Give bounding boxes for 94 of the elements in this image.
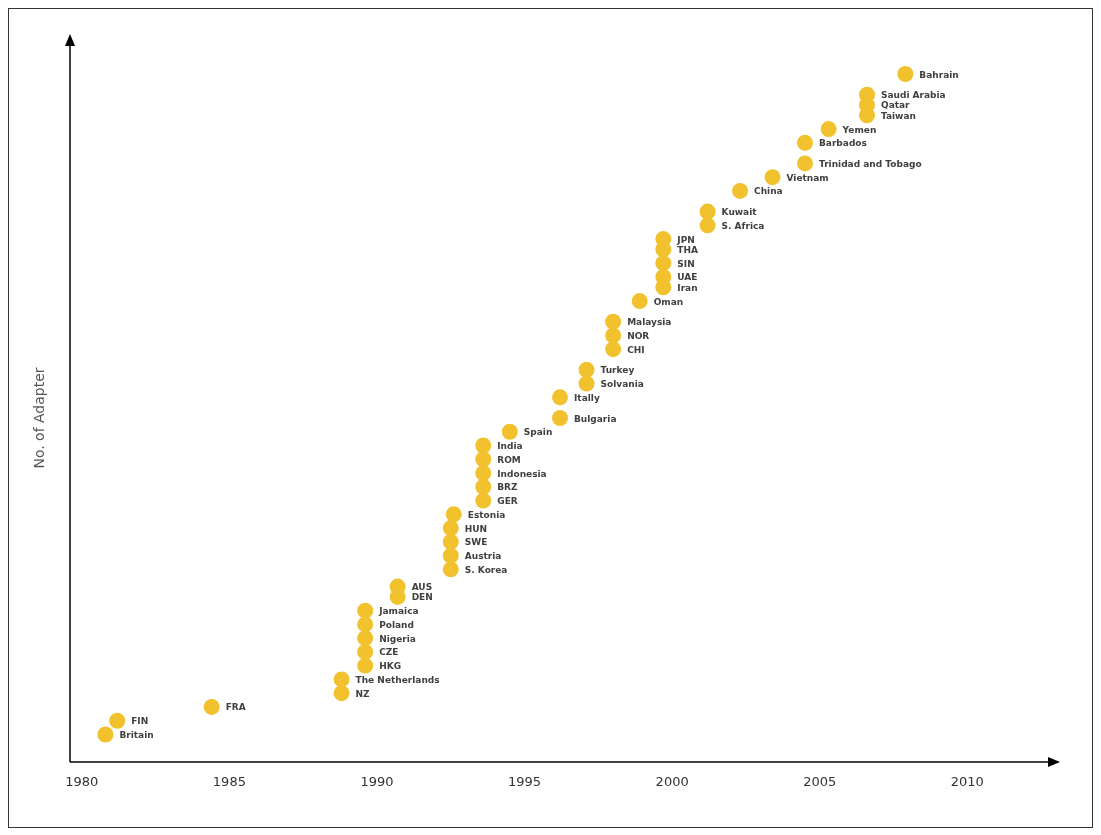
annotation: SWE bbox=[464, 537, 488, 548]
point bbox=[475, 478, 492, 495]
x-tick-label: 1990 bbox=[360, 774, 394, 789]
point bbox=[797, 134, 813, 151]
annotation: S. Korea bbox=[464, 564, 508, 575]
point bbox=[475, 437, 492, 454]
annotation: DEN bbox=[411, 592, 433, 603]
point bbox=[501, 423, 518, 440]
annotation: HUN bbox=[464, 523, 488, 534]
point bbox=[442, 561, 459, 578]
annotation: Solvania bbox=[600, 379, 644, 390]
annotation: AUS bbox=[411, 582, 433, 593]
point bbox=[475, 465, 492, 482]
point bbox=[732, 182, 749, 199]
point bbox=[797, 155, 813, 172]
annotation: Britain bbox=[119, 729, 154, 740]
annotation: Poland bbox=[379, 619, 414, 630]
point bbox=[605, 327, 622, 344]
annotation: Vietnam bbox=[786, 172, 829, 183]
point bbox=[655, 255, 672, 272]
annotation: Jamaica bbox=[378, 606, 419, 617]
annotation: FIN bbox=[131, 716, 149, 727]
point bbox=[552, 410, 568, 426]
point bbox=[333, 685, 350, 702]
point bbox=[475, 451, 492, 468]
point bbox=[357, 630, 374, 647]
point bbox=[897, 66, 914, 82]
annotation: Qatar bbox=[880, 100, 911, 111]
annotation: India bbox=[497, 441, 523, 452]
annotation: Iran bbox=[677, 282, 698, 293]
point bbox=[445, 506, 462, 523]
point bbox=[820, 121, 837, 138]
annotation: Nigeria bbox=[379, 633, 416, 644]
point bbox=[357, 643, 374, 660]
point bbox=[442, 520, 459, 537]
point bbox=[605, 313, 622, 330]
annotation: FRA bbox=[225, 702, 246, 713]
point bbox=[442, 533, 459, 550]
annotation: Trinidad and Tobago bbox=[819, 158, 922, 169]
annotation: JPN bbox=[676, 234, 695, 245]
annotation: Oman bbox=[653, 296, 684, 307]
annotation: S. Africa bbox=[721, 220, 765, 231]
annotation: Spain bbox=[523, 427, 553, 438]
annotation: HKG bbox=[379, 661, 402, 672]
annotation: GER bbox=[497, 496, 518, 507]
annotation: ROM bbox=[497, 454, 521, 465]
annotation: Malaysia bbox=[627, 317, 672, 328]
y-axis-title: No. of Adapter bbox=[31, 367, 47, 469]
annotation: The Netherlands bbox=[355, 674, 440, 685]
annotation: Taiwan bbox=[880, 110, 916, 121]
x-tick-label: 2000 bbox=[655, 774, 689, 789]
point bbox=[605, 341, 622, 358]
point bbox=[97, 726, 114, 743]
annotation: UAE bbox=[677, 272, 698, 283]
point bbox=[631, 293, 648, 310]
point bbox=[475, 492, 492, 509]
point bbox=[764, 169, 781, 186]
annotation: Indonesia bbox=[497, 468, 547, 479]
annotation: THA bbox=[677, 244, 698, 255]
point bbox=[203, 698, 220, 715]
annotation: NOR bbox=[627, 330, 650, 341]
annotation: Barbados bbox=[819, 138, 867, 149]
annotation: CHI bbox=[627, 344, 645, 355]
x-tick-label: 1995 bbox=[508, 774, 542, 789]
point bbox=[357, 602, 374, 619]
annotation: Kuwait bbox=[721, 207, 758, 218]
annotation: China bbox=[754, 186, 783, 197]
x-tick-label: 1985 bbox=[212, 774, 246, 789]
point bbox=[655, 268, 672, 285]
x-tick-label: 2005 bbox=[803, 774, 837, 789]
point bbox=[357, 616, 374, 633]
point bbox=[699, 217, 716, 234]
point bbox=[109, 712, 126, 729]
annotation: Bulgaria bbox=[574, 413, 617, 424]
annotation: BRZ bbox=[497, 482, 519, 493]
x-tick-label: 1980 bbox=[65, 774, 99, 789]
point bbox=[442, 547, 459, 564]
annotation: Turkey bbox=[600, 365, 635, 376]
point bbox=[578, 375, 595, 392]
annotation: SIN bbox=[677, 258, 695, 269]
point bbox=[578, 361, 595, 378]
point bbox=[699, 203, 716, 220]
annotation: Estonia bbox=[467, 509, 506, 520]
x-tick-label: 2010 bbox=[950, 774, 984, 789]
annotation: Bahrain bbox=[919, 69, 959, 80]
annotation: Saudi Arabia bbox=[880, 90, 946, 101]
point bbox=[357, 657, 374, 674]
annotation: Austria bbox=[464, 551, 502, 562]
annotation: Itally bbox=[574, 392, 600, 403]
annotation: CZE bbox=[379, 647, 399, 658]
annotation: Yemen bbox=[841, 124, 877, 135]
point bbox=[333, 671, 350, 688]
point bbox=[552, 389, 568, 406]
annotation: NZ bbox=[355, 688, 371, 699]
